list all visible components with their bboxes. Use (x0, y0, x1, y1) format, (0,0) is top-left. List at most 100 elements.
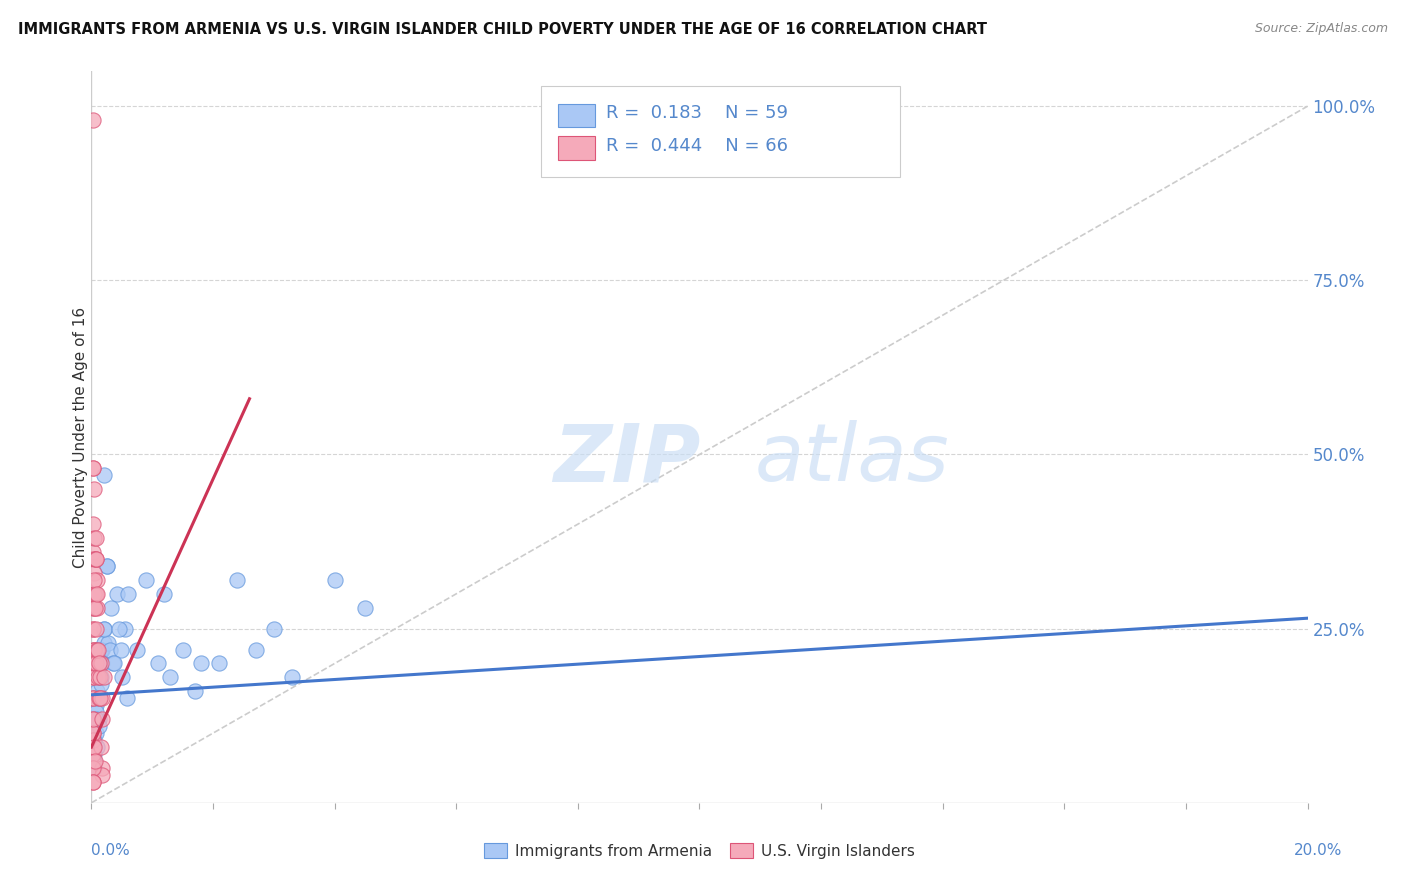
Point (82, 461, 104, 475)
Point (114, 622, 136, 636)
Point (86, 684, 108, 698)
Point (82, 670, 104, 684)
Point (91, 642, 114, 657)
Point (91, 657, 114, 671)
Point (84, 657, 107, 671)
Point (103, 657, 125, 671)
Point (86, 573, 108, 587)
Point (91, 768, 114, 782)
Point (263, 622, 285, 636)
Point (84, 552, 107, 566)
Point (172, 642, 194, 657)
Point (83, 754, 105, 768)
Text: atlas: atlas (754, 420, 949, 498)
Point (89, 642, 111, 657)
Point (82, 600, 104, 615)
Point (91, 712, 114, 726)
Text: ZIP: ZIP (554, 420, 702, 498)
Point (83, 670, 105, 684)
Text: Source: ZipAtlas.com: Source: ZipAtlas.com (1254, 22, 1388, 36)
Point (83, 587, 105, 601)
Point (87, 712, 110, 726)
Point (84, 726, 107, 740)
Point (89, 657, 111, 671)
Point (96, 558, 118, 573)
Point (82, 622, 104, 636)
Point (82, 691, 104, 706)
Point (115, 691, 138, 706)
Point (148, 657, 170, 671)
Point (82, 545, 104, 559)
Point (83, 573, 105, 587)
Point (86, 740, 108, 755)
Point (159, 670, 181, 684)
Point (111, 670, 134, 684)
Point (89, 691, 111, 706)
Point (82, 761, 104, 775)
Point (83, 733, 105, 747)
Point (89, 670, 111, 684)
Point (84, 552, 107, 566)
Point (89, 740, 111, 755)
Point (323, 573, 346, 587)
Point (208, 657, 231, 671)
Point (82, 691, 104, 706)
Point (83, 747, 105, 761)
Point (84, 754, 107, 768)
Point (90, 691, 112, 706)
Point (83, 642, 105, 657)
Point (82, 775, 104, 789)
Point (84, 600, 107, 615)
Point (83, 657, 105, 671)
Point (86, 691, 108, 706)
Point (89, 691, 111, 706)
Point (281, 670, 304, 684)
Point (89, 657, 111, 671)
Point (93, 635, 115, 649)
Point (84, 587, 107, 601)
Point (87, 657, 110, 671)
Point (184, 684, 207, 698)
Point (82, 740, 104, 755)
Point (82, 726, 104, 740)
Point (84, 531, 107, 545)
Text: R =  0.444    N = 66: R = 0.444 N = 66 (606, 137, 787, 155)
Point (83, 531, 105, 545)
Point (98, 642, 121, 657)
Point (82, 754, 104, 768)
Point (87, 670, 110, 684)
Point (226, 573, 249, 587)
Point (89, 670, 111, 684)
Point (82, 642, 104, 657)
Point (135, 573, 157, 587)
Point (84, 622, 107, 636)
FancyBboxPatch shape (558, 136, 595, 160)
Point (105, 587, 128, 601)
Point (153, 587, 176, 601)
Point (83, 642, 105, 657)
Point (84, 657, 107, 671)
Point (125, 642, 148, 657)
Point (82, 517, 104, 532)
Point (87, 649, 110, 664)
Point (93, 670, 115, 684)
Point (87, 670, 110, 684)
Point (82, 657, 104, 671)
Point (82, 622, 104, 636)
Point (82, 733, 104, 747)
Point (86, 664, 108, 678)
Point (82, 726, 104, 740)
Point (83, 600, 105, 615)
Point (83, 587, 105, 601)
FancyBboxPatch shape (558, 103, 595, 127)
Point (93, 622, 115, 636)
Point (82, 775, 104, 789)
Point (83, 483, 105, 497)
Point (107, 622, 129, 636)
Point (83, 566, 105, 580)
Point (90, 761, 112, 775)
Point (89, 677, 111, 691)
Point (84, 698, 107, 713)
Point (82, 712, 104, 726)
Point (84, 552, 107, 566)
